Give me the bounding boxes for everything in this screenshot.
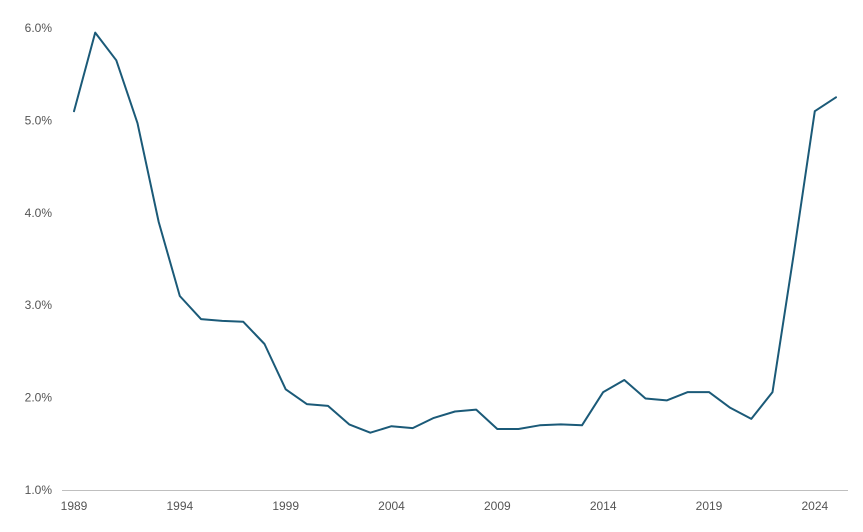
y-tick-label: 4.0% [25,206,53,220]
series-line [73,31,837,434]
y-tick-label: 3.0% [25,298,53,312]
y-axis-tick-labels: 1.0% 2.0% 3.0% 4.0% 5.0% 6.0% [25,21,53,497]
x-tick-label: 1999 [272,499,299,513]
x-tick-label: 2019 [696,499,723,513]
x-tick-label: 2014 [590,499,617,513]
x-axis-tick-labels: 1989 1994 1999 2004 2009 2014 2019 2024 [61,499,829,513]
x-tick-label: 2004 [378,499,405,513]
y-tick-label: 2.0% [25,391,53,405]
y-tick-label: 6.0% [25,21,53,35]
x-tick-label: 1994 [166,499,193,513]
series-group [73,31,837,434]
y-tick-label: 5.0% [25,113,53,127]
y-tick-label: 1.0% [25,483,53,497]
x-tick-label: 2024 [801,499,828,513]
x-tick-label: 2009 [484,499,511,513]
x-tick-label: 1989 [61,499,88,513]
